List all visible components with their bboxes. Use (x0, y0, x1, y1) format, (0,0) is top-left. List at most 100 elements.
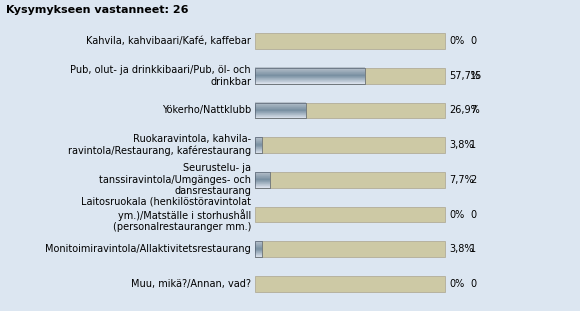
Bar (255, 251, 262, 252)
Bar (255, 178, 270, 179)
Bar (255, 179, 270, 180)
Bar (255, 142, 262, 143)
Bar (255, 183, 270, 184)
Bar (255, 247, 262, 248)
Bar (255, 150, 262, 151)
Text: 0: 0 (470, 36, 476, 46)
Bar (255, 116, 306, 117)
Bar (255, 253, 262, 254)
Bar (255, 243, 262, 244)
Bar (255, 103, 306, 104)
Bar (255, 105, 306, 106)
Bar (255, 181, 270, 182)
Bar (255, 68, 365, 69)
Text: 3,8%: 3,8% (449, 140, 474, 150)
Bar (255, 71, 365, 72)
Bar (255, 242, 262, 243)
Bar (255, 139, 262, 140)
Bar (255, 248, 262, 249)
Bar (255, 176, 270, 177)
Bar (255, 114, 306, 115)
Bar (255, 254, 262, 255)
Bar (255, 83, 365, 84)
Bar (255, 74, 365, 75)
Bar (255, 104, 306, 105)
Text: 3,8%: 3,8% (449, 244, 474, 254)
Bar (255, 183, 270, 184)
Bar (255, 184, 270, 185)
Bar (255, 175, 270, 176)
Bar (255, 144, 262, 145)
Bar (255, 114, 306, 115)
Bar (255, 148, 262, 149)
Text: 0%: 0% (449, 279, 465, 289)
Bar (255, 77, 365, 78)
Bar (255, 250, 262, 251)
Bar (255, 81, 365, 82)
Bar (255, 241, 262, 242)
Bar (255, 147, 262, 148)
Bar (255, 109, 306, 110)
Bar (255, 179, 270, 180)
Bar (255, 140, 262, 141)
Bar (255, 115, 306, 116)
Bar (255, 244, 262, 245)
Bar (255, 82, 365, 83)
Bar (255, 152, 262, 153)
Bar (255, 76, 365, 77)
Text: 57,7%: 57,7% (449, 71, 480, 81)
Bar (255, 172, 270, 188)
Bar (255, 143, 262, 144)
Bar (255, 72, 365, 73)
Bar (255, 108, 306, 109)
Bar (255, 68, 365, 84)
Bar (255, 252, 262, 253)
Bar (255, 246, 262, 247)
Bar (255, 117, 306, 118)
Bar (255, 185, 270, 186)
Bar (255, 247, 262, 248)
Bar (255, 182, 270, 183)
Bar (255, 251, 262, 252)
Bar (255, 69, 365, 70)
Bar (255, 152, 262, 153)
Bar (255, 117, 306, 118)
Bar (255, 186, 270, 187)
Bar (255, 68, 445, 84)
Bar (255, 112, 306, 113)
Bar (255, 172, 270, 173)
Bar (255, 172, 445, 188)
Bar (255, 148, 262, 149)
Bar (255, 145, 262, 146)
Bar (255, 137, 262, 138)
Bar (255, 69, 365, 70)
Bar (255, 249, 262, 250)
Bar (255, 137, 445, 153)
Text: 2: 2 (470, 175, 476, 185)
Bar (255, 241, 262, 257)
Bar (255, 103, 306, 118)
Bar (255, 146, 262, 147)
Bar (255, 78, 365, 79)
Bar (255, 111, 306, 112)
Bar (255, 256, 262, 257)
Bar (255, 174, 270, 175)
Bar (255, 255, 262, 256)
Text: 7,7%: 7,7% (449, 175, 474, 185)
Bar (255, 138, 262, 139)
Text: 0: 0 (470, 279, 476, 289)
Bar (255, 137, 262, 153)
Text: 7: 7 (470, 105, 476, 115)
Bar (255, 110, 306, 111)
Text: Kysymykseen vastanneet: 26: Kysymykseen vastanneet: 26 (6, 5, 188, 15)
Bar (255, 106, 306, 107)
Bar (255, 113, 306, 114)
Bar (255, 75, 365, 76)
Text: 26,9%: 26,9% (449, 105, 480, 115)
Text: 1: 1 (470, 244, 476, 254)
Bar (255, 151, 262, 152)
Bar (255, 244, 262, 245)
Bar (255, 149, 262, 150)
Text: 0: 0 (470, 210, 476, 220)
Bar (255, 79, 365, 80)
